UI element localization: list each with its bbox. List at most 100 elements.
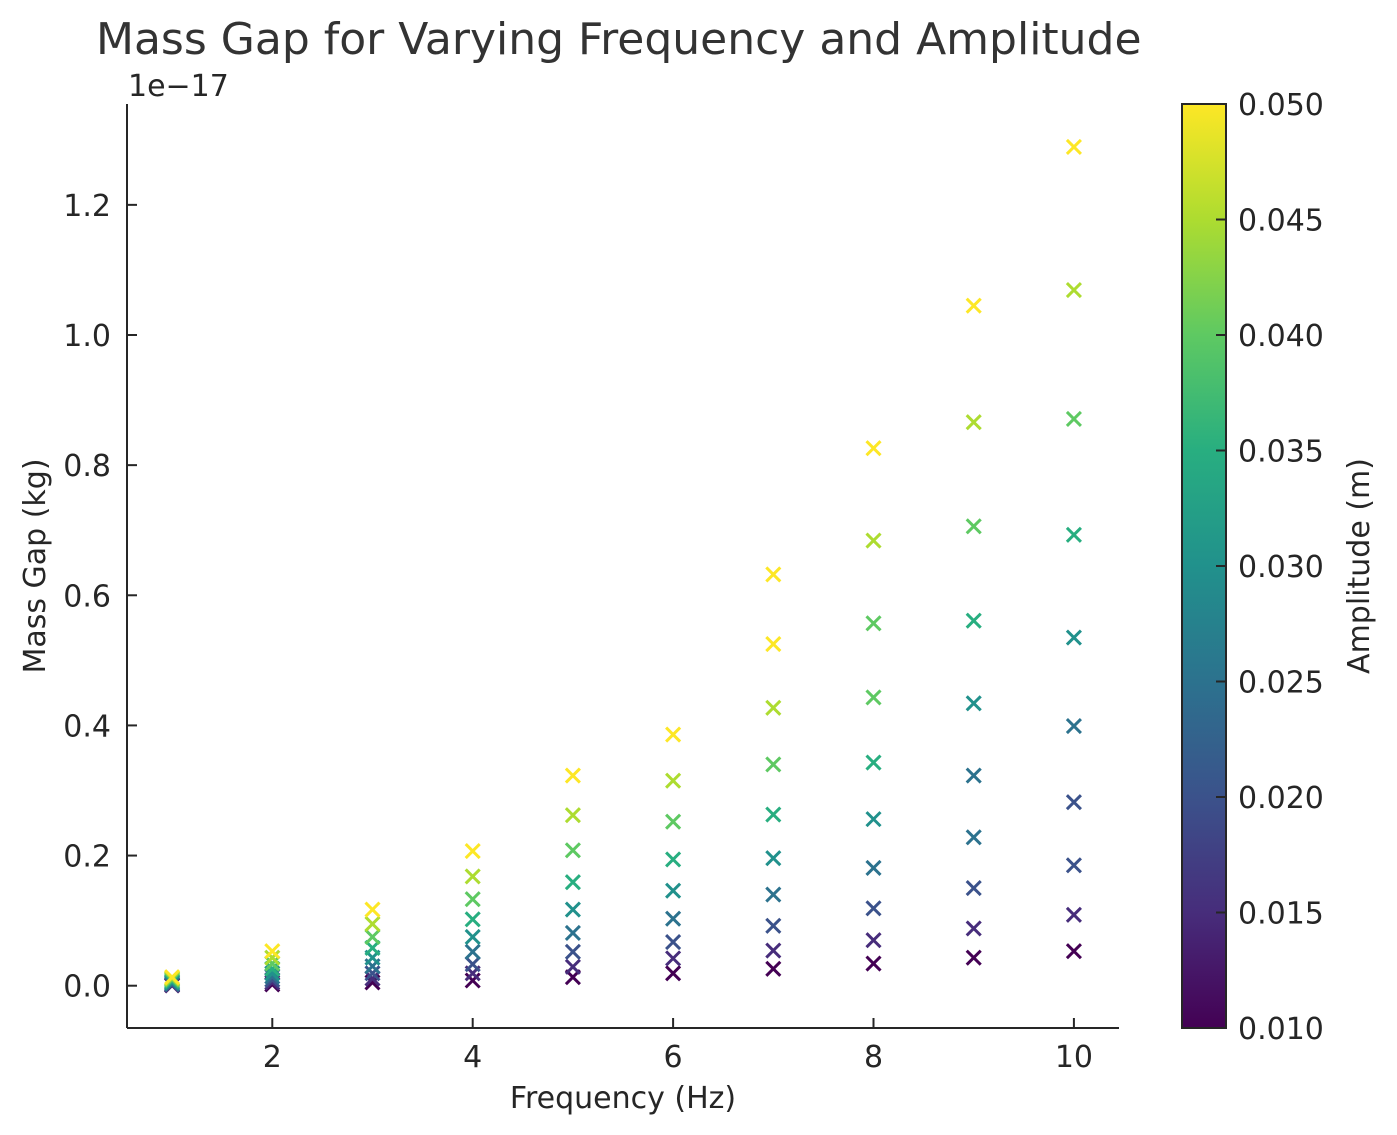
- data-point-marker: [364, 901, 381, 918]
- data-point-marker: [1065, 410, 1082, 428]
- colorbar-ticks: 0.010 0.015 0.020 0.025 0.030 0.035 0.040 0.045…: [1216, 88, 1324, 1047]
- data-point-marker: [264, 955, 281, 972]
- data-point-marker: [865, 900, 882, 917]
- data-point-marker: [564, 807, 581, 824]
- y-offset-text: 1e−17: [128, 69, 229, 104]
- data-markers: [164, 138, 1082, 994]
- chart-title: Mass Gap for Varying Frequency and Ampli…: [96, 14, 1142, 65]
- data-point-marker: [1065, 794, 1082, 811]
- data-point-marker: [865, 859, 882, 876]
- data-point-marker: [464, 891, 481, 908]
- data-point-marker: [965, 695, 982, 712]
- y-tick-label: 1.2: [63, 189, 111, 224]
- data-point-marker: [865, 440, 882, 457]
- data-point-marker: [665, 772, 682, 789]
- data-point-marker: [965, 612, 982, 629]
- data-point-marker: [665, 726, 682, 743]
- plot-area: 2 4 6 8 10 0.0 0.2 0.4 0.6 0.8 1.0 1.2: [63, 104, 1119, 1075]
- data-point-marker: [865, 754, 882, 771]
- x-tick-label: 8: [864, 1040, 883, 1075]
- data-point-marker: [665, 851, 682, 868]
- data-point-marker: [1065, 282, 1082, 299]
- data-point-marker: [564, 924, 581, 942]
- data-point-marker: [564, 874, 581, 891]
- x-ticks: 2 4 6 8 10: [263, 1018, 1093, 1075]
- data-point-marker: [364, 965, 381, 982]
- y-tick-label: 1.0: [63, 319, 111, 354]
- data-point-marker: [1065, 629, 1082, 646]
- x-tick-label: 10: [1055, 1040, 1093, 1075]
- colorbar-tick-label: 0.035: [1238, 435, 1324, 470]
- data-point-marker: [464, 842, 481, 860]
- data-point-marker: [1065, 943, 1082, 960]
- data-point-marker: [865, 689, 882, 706]
- data-point-marker: [1065, 906, 1082, 923]
- y-tick-label: 0.4: [63, 709, 111, 744]
- data-point-marker: [765, 850, 782, 867]
- data-point-marker: [965, 829, 982, 846]
- data-point-marker: [765, 636, 782, 653]
- data-point-marker: [564, 767, 581, 784]
- y-tick-label: 0.0: [63, 970, 111, 1005]
- colorbar: 0.010 0.015 0.020 0.025 0.030 0.035 0.040 0.045…: [1181, 88, 1377, 1047]
- data-point-marker: [765, 699, 782, 716]
- data-point-marker: [765, 886, 782, 903]
- data-point-marker: [665, 882, 682, 899]
- data-point-marker: [765, 756, 782, 773]
- x-tick-label: 4: [463, 1040, 482, 1075]
- data-point-marker: [665, 965, 682, 982]
- data-point-marker: [564, 901, 581, 918]
- data-point-marker: [865, 532, 882, 549]
- data-point-marker: [665, 910, 682, 927]
- y-tick-label: 0.6: [63, 579, 111, 614]
- data-point-marker: [865, 932, 882, 949]
- data-point-marker: [1065, 138, 1082, 156]
- data-point-marker: [564, 943, 581, 960]
- colorbar-tick-label: 0.025: [1238, 666, 1324, 701]
- x-axis-label: Frequency (Hz): [510, 1081, 736, 1116]
- data-point-marker: [765, 960, 782, 977]
- data-point-marker: [765, 917, 782, 934]
- data-point-marker: [965, 920, 982, 937]
- data-point-marker: [464, 911, 481, 928]
- data-point-marker: [1065, 526, 1082, 543]
- colorbar-tick-label: 0.030: [1238, 550, 1324, 585]
- data-point-marker: [464, 868, 481, 885]
- data-point-marker: [364, 928, 381, 945]
- data-point-marker: [965, 767, 982, 784]
- colorbar-label: Amplitude (m): [1342, 458, 1377, 674]
- colorbar-tick-label: 0.010: [1238, 1012, 1324, 1047]
- y-axis-label: Mass Gap (kg): [18, 458, 53, 673]
- data-point-marker: [164, 969, 181, 986]
- data-point-marker: [464, 943, 481, 960]
- data-point-marker: [564, 842, 581, 859]
- colorbar-tick-label: 0.050: [1238, 88, 1324, 123]
- data-point-marker: [965, 949, 982, 966]
- data-point-marker: [865, 811, 882, 828]
- colorbar-tick-label: 0.045: [1238, 204, 1324, 239]
- data-point-marker: [264, 949, 281, 966]
- y-ticks: 0.0 0.2 0.4 0.6 0.8 1.0 1.2: [63, 189, 137, 1005]
- data-point-marker: [965, 518, 982, 535]
- data-point-marker: [364, 970, 381, 987]
- data-point-marker: [965, 880, 982, 897]
- data-point-marker: [1065, 857, 1082, 874]
- data-point-marker: [965, 297, 982, 314]
- data-point-marker: [765, 566, 782, 583]
- data-point-marker: [665, 813, 682, 830]
- data-point-marker: [865, 615, 882, 632]
- y-tick-label: 0.2: [63, 840, 111, 875]
- data-point-marker: [464, 956, 481, 973]
- colorbar-tick-label: 0.040: [1238, 319, 1324, 354]
- data-point-marker: [965, 414, 982, 431]
- colorbar-tick-label: 0.020: [1238, 781, 1324, 816]
- x-tick-label: 6: [664, 1040, 683, 1075]
- data-point-marker: [665, 934, 682, 951]
- colorbar-tick-label: 0.015: [1238, 897, 1324, 932]
- data-point-marker: [865, 955, 882, 972]
- y-tick-label: 0.8: [63, 449, 111, 484]
- data-point-marker: [1065, 718, 1082, 735]
- data-point-marker: [564, 958, 581, 975]
- data-point-marker: [765, 806, 782, 823]
